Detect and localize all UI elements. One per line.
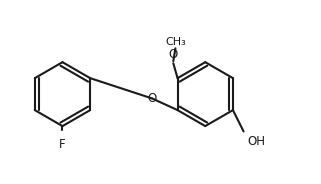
Text: O: O (169, 48, 178, 61)
Text: O: O (147, 92, 157, 105)
Text: F: F (59, 138, 66, 151)
Text: CH₃: CH₃ (165, 37, 186, 47)
Text: OH: OH (248, 135, 266, 148)
